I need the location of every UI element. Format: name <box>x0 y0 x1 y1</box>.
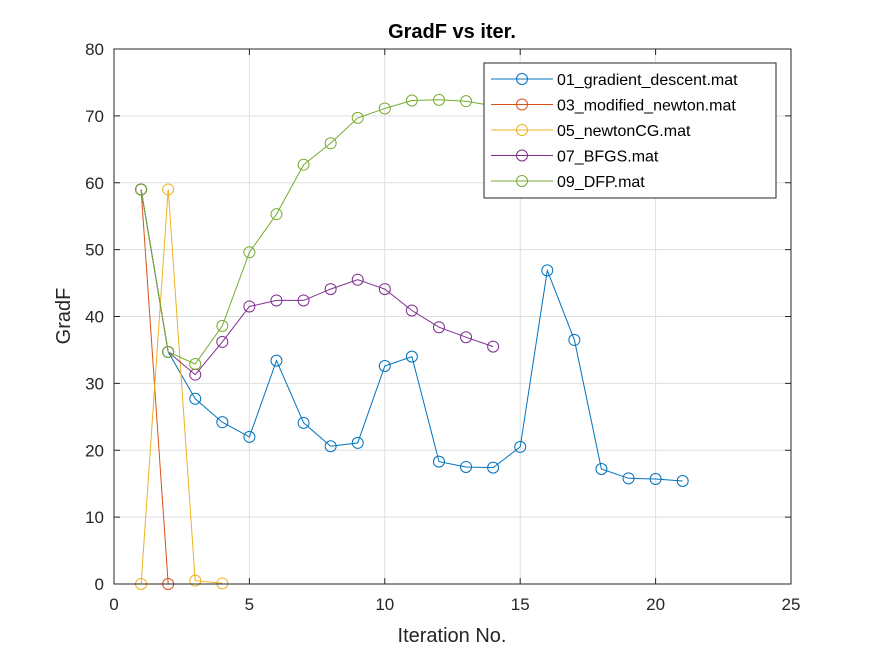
x-tick-labels: 0 5 10 15 20 25 <box>109 595 800 614</box>
data-point <box>405 304 418 317</box>
x-tick-label: 25 <box>782 595 801 614</box>
data-point <box>324 440 337 453</box>
data-point <box>460 95 473 108</box>
data-point <box>243 430 256 443</box>
series-line <box>140 99 494 365</box>
data-point <box>460 331 473 344</box>
x-axis-label: Iteration No. <box>398 625 507 647</box>
legend-marker <box>516 175 528 187</box>
legend-marker <box>516 98 528 111</box>
legend-entry: 09_DFP.mat <box>491 174 645 191</box>
data-point <box>216 319 229 332</box>
x-tick-label: 20 <box>646 595 665 614</box>
data-point <box>460 460 473 473</box>
series-line <box>140 189 223 585</box>
y-tick-label: 30 <box>85 374 104 393</box>
x-tick-label: 5 <box>245 595 254 614</box>
data-point <box>324 137 337 150</box>
data-point <box>351 273 364 286</box>
y-tick-label: 60 <box>85 174 104 193</box>
legend-label: 09_DFP.mat <box>557 174 645 191</box>
y-tick-label: 80 <box>85 40 104 59</box>
legend-marker <box>516 73 528 85</box>
data-point <box>324 283 337 296</box>
x-tick-label: 0 <box>109 595 118 614</box>
data-point <box>378 359 391 372</box>
y-axis-label: GradF <box>53 288 75 345</box>
data-point <box>405 94 418 107</box>
y-tick-label: 0 <box>95 575 104 594</box>
y-tick-labels: 0 10 20 30 40 50 60 70 80 <box>85 40 104 594</box>
series-5 <box>135 93 500 370</box>
data-point <box>243 300 256 313</box>
data-point <box>378 283 391 296</box>
legend-label: 03_modified_newton.mat <box>557 98 736 115</box>
data-point <box>568 333 581 346</box>
legend-entry: 07_BFGS.mat <box>491 149 659 166</box>
data-point <box>297 294 310 307</box>
x-tick-label: 10 <box>375 595 394 614</box>
legend-label: 01_gradient_descent.mat <box>557 72 738 89</box>
data-point <box>487 461 500 474</box>
legend: 01_gradient_descent.mat 03_modified_newto… <box>483 62 777 199</box>
series-line <box>140 189 683 482</box>
tick-marks <box>113 48 792 585</box>
data-point <box>135 183 148 196</box>
data-point <box>351 436 364 449</box>
legend-label: 07_BFGS.mat <box>557 149 659 166</box>
data-point <box>595 462 608 475</box>
series-1 <box>135 183 689 488</box>
y-tick-label: 40 <box>85 308 104 327</box>
legend-entry: 03_modified_newton.mat <box>491 98 736 115</box>
series-layer <box>135 93 689 590</box>
y-tick-label: 50 <box>85 241 104 260</box>
data-point <box>622 472 635 485</box>
data-point <box>405 350 418 363</box>
data-point <box>216 335 229 348</box>
y-tick-label: 20 <box>85 441 104 460</box>
data-point <box>432 455 445 468</box>
data-point <box>189 574 202 587</box>
legend-entry: 05_newtonCG.mat <box>491 123 691 140</box>
data-point <box>487 340 500 353</box>
data-point <box>216 577 229 590</box>
data-point <box>270 294 283 307</box>
data-point <box>189 392 202 405</box>
data-point <box>649 473 662 486</box>
data-point <box>216 416 229 429</box>
data-point <box>676 475 689 488</box>
legend-label: 05_newtonCG.mat <box>557 123 691 140</box>
data-point <box>297 158 310 171</box>
y-tick-label: 10 <box>85 508 104 527</box>
legend-entry: 01_gradient_descent.mat <box>491 72 738 89</box>
x-tick-label: 15 <box>511 595 530 614</box>
data-point <box>162 183 175 196</box>
data-point <box>541 264 554 277</box>
data-point <box>432 93 445 106</box>
data-point <box>189 357 202 370</box>
data-point <box>162 345 175 358</box>
data-point <box>270 208 283 221</box>
legend-marker <box>516 149 528 162</box>
data-point <box>243 246 256 259</box>
legend-marker <box>516 124 528 136</box>
data-point <box>270 354 283 367</box>
data-point <box>432 321 445 334</box>
data-point <box>378 102 391 115</box>
chart-title: GradF vs iter. <box>388 21 516 43</box>
data-point <box>514 440 527 453</box>
data-point <box>351 111 364 124</box>
y-tick-label: 70 <box>85 107 104 126</box>
data-point <box>297 416 310 429</box>
